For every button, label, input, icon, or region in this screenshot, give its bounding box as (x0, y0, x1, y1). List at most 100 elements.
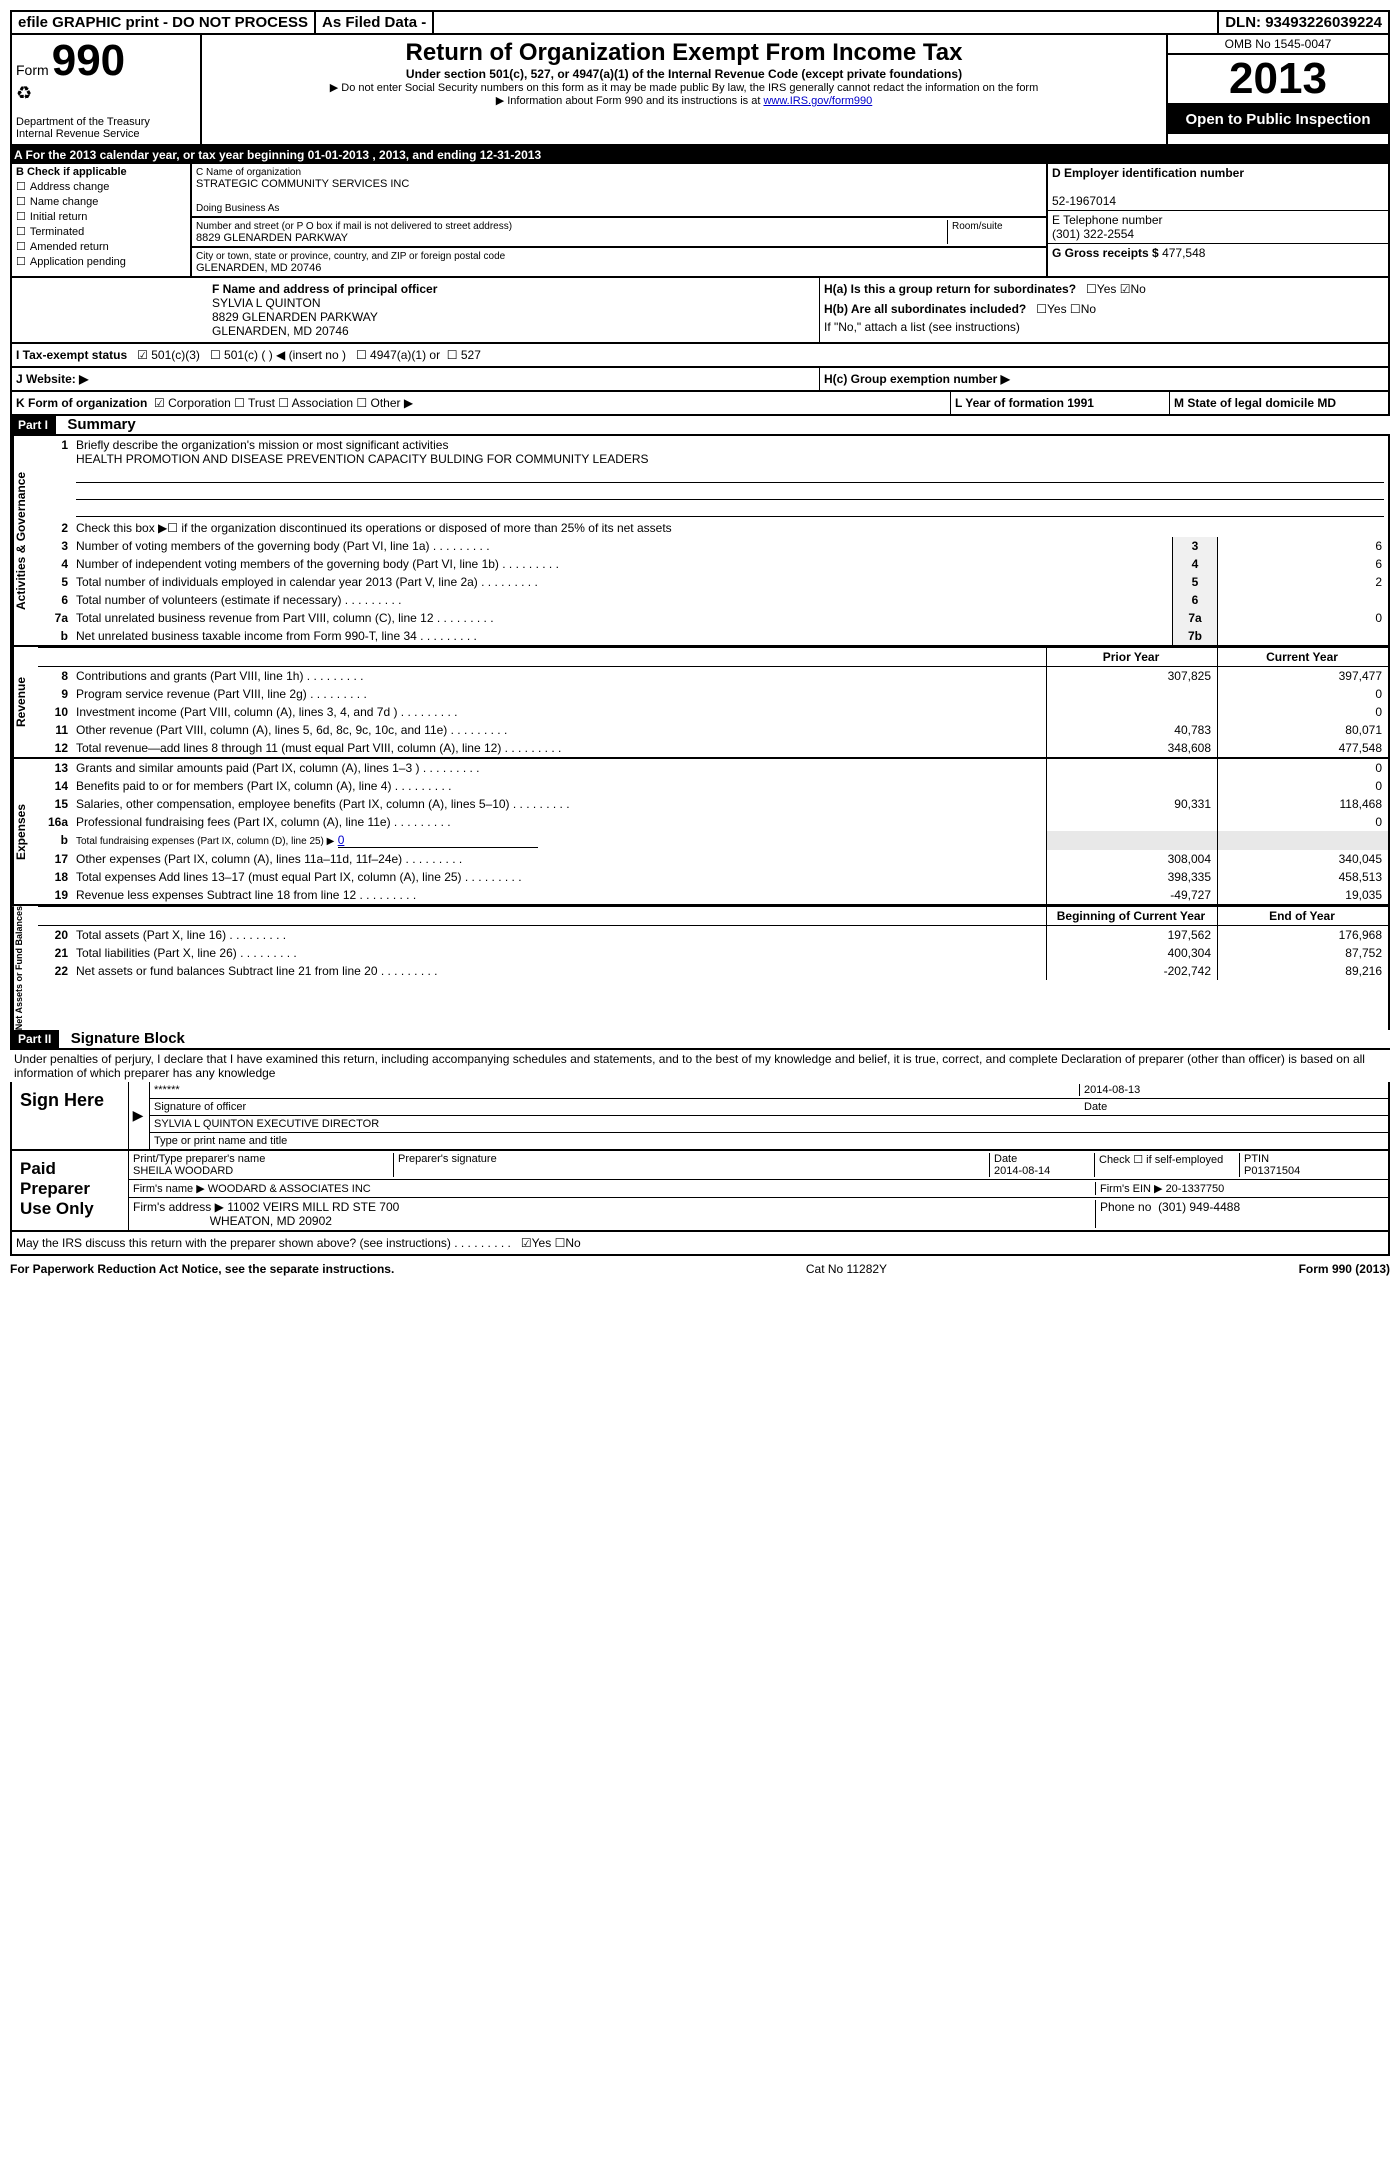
firm-phone-label: Phone no (1100, 1200, 1151, 1214)
chk-4947[interactable]: 4947(a)(1) or (370, 348, 440, 362)
ha-label: H(a) Is this a group return for subordin… (824, 282, 1076, 296)
firm-name-label: Firm's name ▶ (133, 1183, 205, 1195)
c19: 19,035 (1218, 886, 1389, 904)
firm-addr2: WHEATON, MD 20902 (210, 1214, 332, 1228)
type-name-label: Type or print name and title (150, 1133, 1388, 1149)
discuss-label: May the IRS discuss this return with the… (16, 1236, 511, 1250)
sig-stars: ****** (154, 1084, 1079, 1096)
c22: 89,216 (1218, 962, 1389, 980)
chk-corp[interactable]: Corporation (168, 396, 231, 410)
rot-expenses: Expenses (12, 759, 38, 904)
line8: Contributions and grants (Part VIII, lin… (72, 667, 1047, 686)
line1-label: Briefly describe the organization's miss… (76, 438, 448, 452)
discuss-yes[interactable]: Yes (532, 1236, 552, 1250)
ha-no[interactable]: No (1130, 282, 1145, 296)
chk-501c3[interactable]: 501(c)(3) (151, 348, 200, 362)
officer-addr1: 8829 GLENARDEN PARKWAY (212, 310, 378, 324)
c10: 0 (1218, 703, 1389, 721)
hdr-beg: Beginning of Current Year (1047, 907, 1218, 926)
dln: DLN: 93493226039224 (1219, 12, 1388, 33)
firm-addr-label: Firm's address ▶ (133, 1200, 224, 1214)
footer-left: For Paperwork Reduction Act Notice, see … (10, 1262, 394, 1276)
discuss-no[interactable]: No (565, 1236, 580, 1250)
org-city: GLENARDEN, MD 20746 (196, 262, 321, 274)
subtitle-2: ▶ Do not enter Social Security numbers o… (206, 81, 1162, 94)
phone-label: E Telephone number (1052, 213, 1163, 227)
officer-printed-name: SYLVIA L QUINTON EXECUTIVE DIRECTOR (150, 1116, 1388, 1133)
ein-label: D Employer identification number (1052, 166, 1244, 180)
hb-label: H(b) Are all subordinates included? (824, 302, 1026, 316)
p9 (1047, 685, 1218, 703)
date-label1: Date (1080, 1101, 1384, 1113)
footer: For Paperwork Reduction Act Notice, see … (10, 1256, 1390, 1276)
m7a: 7a (1173, 609, 1218, 627)
c9: 0 (1218, 685, 1389, 703)
ptin-value: P01371504 (1244, 1165, 1300, 1177)
l16b-pre: Total fundraising expenses (Part IX, col… (76, 836, 334, 847)
dln-label: DLN: (1225, 14, 1261, 31)
i-label: I Tax-exempt status (16, 348, 127, 362)
subtitle-3: ▶ Information about Form 990 and its ins… (206, 94, 1162, 107)
chk-other[interactable]: Other ▶ (370, 396, 413, 410)
line6: Total number of volunteers (estimate if … (72, 591, 1173, 609)
line21: Total liabilities (Part X, line 26) (72, 944, 1047, 962)
website-label: J Website: ▶ (16, 372, 88, 386)
chk-527[interactable]: 527 (461, 348, 481, 362)
c11: 80,071 (1218, 721, 1389, 739)
block-c: C Name of organization STRATEGIC COMMUNI… (192, 164, 1048, 276)
section-revenue: Revenue Prior YearCurrent Year 8Contribu… (12, 647, 1388, 759)
v7b (1218, 627, 1389, 645)
sign-here-label: Sign Here (12, 1082, 128, 1149)
row-i: I Tax-exempt status ☑ 501(c)(3) ☐ 501(c)… (12, 344, 1388, 368)
dept-treasury: Department of the Treasury (16, 116, 150, 128)
hdr-end: End of Year (1218, 907, 1389, 926)
part2-title: Signature Block (63, 1030, 185, 1047)
chk-app-pending[interactable]: Application pending (16, 255, 186, 268)
p22: -202,742 (1047, 962, 1218, 980)
chk-terminated[interactable]: Terminated (16, 225, 186, 238)
hdr-prior: Prior Year (1047, 648, 1218, 667)
chk-501c[interactable]: 501(c) ( ) ◀ (insert no ) (224, 348, 346, 362)
l16b-val[interactable]: 0 (338, 833, 345, 847)
line18: Total expenses Add lines 13–17 (must equ… (72, 868, 1047, 886)
h-note: If "No," attach a list (see instructions… (824, 320, 1384, 334)
row-k: K Form of organization ☑ Corporation ☐ T… (12, 392, 1388, 416)
hb-row: H(b) Are all subordinates included? ☐Yes… (824, 302, 1384, 316)
v7a: 0 (1218, 609, 1389, 627)
irs-link[interactable]: www.IRS.gov/form990 (763, 95, 872, 107)
line17: Other expenses (Part IX, column (A), lin… (72, 850, 1047, 868)
line19: Revenue less expenses Subtract line 18 f… (72, 886, 1047, 904)
chk-trust[interactable]: Trust (248, 396, 275, 410)
line2: Check this box ▶☐ if the organization di… (72, 519, 1388, 537)
hc-label: H(c) Group exemption number ▶ (824, 372, 1010, 386)
chk-assoc[interactable]: Association (292, 396, 353, 410)
chk-name-change[interactable]: Name change (16, 195, 186, 208)
room-label: Room/suite (952, 221, 1003, 232)
p20: 197,562 (1047, 926, 1218, 945)
hb-no[interactable]: No (1081, 302, 1096, 316)
officer-name: SYLVIA L QUINTON (212, 296, 320, 310)
c14: 0 (1218, 777, 1389, 795)
ha-yes[interactable]: Yes (1097, 282, 1117, 296)
line7b: Net unrelated business taxable income fr… (72, 627, 1173, 645)
line16b: Total fundraising expenses (Part IX, col… (72, 831, 1047, 850)
chk-address-change[interactable]: Address change (16, 180, 186, 193)
c-label: C Name of organization (196, 167, 301, 178)
self-employed-chk[interactable]: Check ☐ if self-employed (1095, 1153, 1240, 1177)
officer-addr2: GLENARDEN, MD 20746 (212, 324, 349, 338)
line15: Salaries, other compensation, employee b… (72, 795, 1047, 813)
m-state: M State of legal domicile MD (1174, 396, 1336, 410)
rot-activities: Activities & Governance (12, 436, 38, 645)
p19: -49,727 (1047, 886, 1218, 904)
identity-grid: B Check if applicable Address change Nam… (10, 164, 1390, 416)
m7b: 7b (1173, 627, 1218, 645)
line16a: Professional fundraising fees (Part IX, … (72, 813, 1047, 831)
p11: 40,783 (1047, 721, 1218, 739)
hdr-current: Current Year (1218, 648, 1389, 667)
hb-yes[interactable]: Yes (1047, 302, 1067, 316)
chk-amended[interactable]: Amended return (16, 240, 186, 253)
chk-initial-return[interactable]: Initial return (16, 210, 186, 223)
row-j: J Website: ▶ H(c) Group exemption number… (12, 368, 1388, 392)
city-label: City or town, state or province, country… (196, 251, 505, 262)
part1-bar: Part I Summary (10, 416, 1390, 436)
